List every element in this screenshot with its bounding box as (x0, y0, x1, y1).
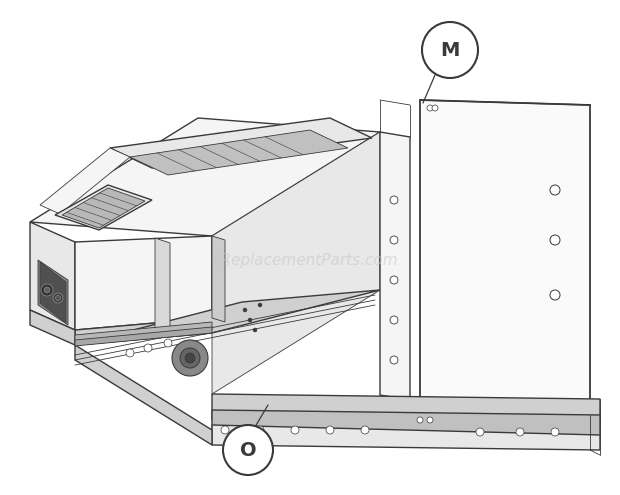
Circle shape (180, 348, 200, 368)
Polygon shape (40, 148, 130, 214)
Polygon shape (380, 132, 410, 400)
Polygon shape (40, 262, 66, 323)
Circle shape (172, 340, 208, 376)
Polygon shape (75, 236, 212, 330)
Circle shape (221, 426, 229, 434)
Polygon shape (212, 132, 380, 394)
Circle shape (41, 284, 53, 296)
Circle shape (427, 105, 433, 111)
Circle shape (56, 296, 61, 300)
Circle shape (164, 339, 172, 347)
Circle shape (258, 303, 262, 307)
Polygon shape (212, 236, 225, 322)
Circle shape (427, 417, 433, 423)
Circle shape (417, 417, 423, 423)
Polygon shape (30, 222, 75, 330)
Circle shape (551, 428, 559, 436)
Circle shape (326, 426, 334, 434)
Circle shape (550, 185, 560, 195)
Polygon shape (155, 238, 170, 335)
Polygon shape (420, 100, 590, 415)
Circle shape (390, 276, 398, 284)
Circle shape (390, 196, 398, 204)
Circle shape (144, 344, 152, 352)
Polygon shape (38, 260, 68, 325)
Circle shape (550, 235, 560, 245)
Polygon shape (75, 327, 212, 346)
Circle shape (422, 22, 478, 78)
Polygon shape (110, 118, 372, 168)
Polygon shape (212, 410, 600, 440)
Polygon shape (75, 290, 380, 345)
Text: O: O (240, 441, 256, 459)
Circle shape (516, 428, 524, 436)
Polygon shape (55, 185, 152, 230)
Polygon shape (212, 425, 600, 450)
Circle shape (185, 353, 195, 363)
Polygon shape (75, 318, 212, 345)
Circle shape (361, 426, 369, 434)
Circle shape (256, 426, 264, 434)
Polygon shape (75, 322, 212, 343)
Text: M: M (440, 41, 459, 59)
Circle shape (248, 318, 252, 322)
Circle shape (432, 105, 438, 111)
Circle shape (476, 428, 484, 436)
Circle shape (253, 328, 257, 332)
Circle shape (390, 356, 398, 364)
Polygon shape (130, 130, 348, 175)
Polygon shape (30, 310, 75, 345)
Circle shape (44, 287, 50, 293)
Circle shape (223, 425, 273, 475)
Circle shape (291, 426, 299, 434)
Text: eReplacementParts.com: eReplacementParts.com (211, 252, 398, 267)
Polygon shape (75, 345, 212, 445)
Circle shape (243, 308, 247, 312)
Polygon shape (30, 118, 380, 236)
Circle shape (126, 349, 134, 357)
Circle shape (390, 316, 398, 324)
Circle shape (390, 236, 398, 244)
Polygon shape (62, 188, 145, 228)
Circle shape (550, 290, 560, 300)
Polygon shape (212, 394, 600, 425)
Circle shape (53, 293, 63, 303)
